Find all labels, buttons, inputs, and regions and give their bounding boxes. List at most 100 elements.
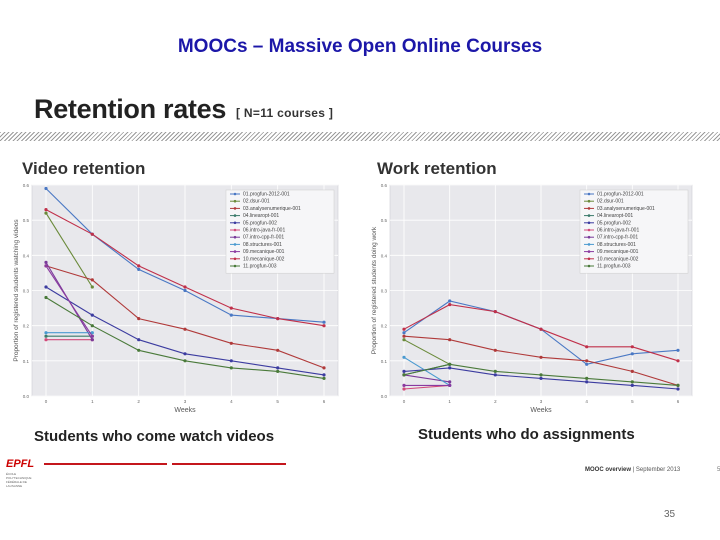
- legend-marker: [233, 228, 237, 232]
- hatched-divider: [0, 132, 720, 141]
- legend-label: 07.intro-cpp-fr-001: [597, 235, 638, 241]
- legend-label: 10.mecanique-002: [243, 256, 285, 262]
- data-point: [90, 278, 94, 282]
- data-point: [229, 341, 233, 345]
- data-point: [276, 317, 280, 321]
- x-tick-label: 0: [45, 399, 48, 404]
- y-tick-label: 0.2: [23, 324, 30, 329]
- legend-box: [225, 189, 335, 274]
- data-point: [322, 376, 326, 380]
- legend-label: 07.intro-cpp-fr-001: [243, 235, 284, 241]
- sample-size-label: [ N=11 courses ]: [236, 106, 334, 120]
- data-point: [448, 338, 452, 342]
- y-tick-label: 0.3: [23, 289, 30, 294]
- data-point: [448, 299, 452, 303]
- legend-label: 01.progfun-2012-001: [243, 192, 290, 198]
- legend-label: 03.analysenumerique-001: [597, 206, 655, 212]
- y-tick-label: 0.3: [381, 289, 388, 294]
- x-tick-label: 5: [631, 399, 634, 404]
- data-point: [44, 331, 48, 335]
- series-line: [403, 356, 450, 386]
- data-point: [585, 359, 589, 363]
- data-point: [276, 369, 280, 373]
- x-tick-label: 6: [677, 399, 680, 404]
- legend-label: 11.progfun-003: [597, 264, 631, 270]
- legend-marker: [233, 214, 237, 217]
- data-point: [276, 366, 280, 370]
- legend-marker: [587, 199, 591, 203]
- data-point: [585, 362, 589, 366]
- y-tick-label: 0.0: [381, 394, 388, 399]
- x-tick-label: 4: [585, 399, 588, 404]
- legend-marker: [587, 228, 591, 232]
- data-point: [539, 373, 543, 377]
- legend-label: 05.progfun-002: [243, 220, 277, 226]
- data-point: [90, 232, 94, 236]
- data-point: [676, 383, 680, 387]
- legend-label: 02.dsur-001: [597, 199, 624, 205]
- series-line: [403, 384, 450, 390]
- data-point: [402, 327, 406, 331]
- y-axis-label: Proportion of registered students doing …: [371, 226, 378, 354]
- data-point: [539, 376, 543, 380]
- data-point: [402, 369, 406, 373]
- slide-title: MOOCs – Massive Open Online Courses: [177, 36, 543, 57]
- legend-label: 08.structures-001: [243, 242, 282, 248]
- series-line: [45, 265, 93, 337]
- legend-marker: [233, 192, 237, 196]
- data-point: [539, 327, 543, 331]
- y-axis-label: Proportion of registered students watchi…: [13, 219, 20, 362]
- legend-label: 06.intro-java-fr-001: [597, 228, 639, 234]
- data-point: [448, 380, 452, 384]
- data-point: [630, 352, 634, 356]
- legend-marker: [587, 235, 591, 239]
- x-tick-label: 2: [494, 399, 497, 404]
- data-point: [137, 348, 141, 352]
- data-point: [44, 208, 48, 212]
- data-point: [322, 366, 326, 370]
- legend-marker: [587, 250, 591, 253]
- y-tick-label: 0.1: [381, 359, 388, 364]
- legend-marker: [233, 250, 237, 253]
- legend-box: [579, 189, 689, 274]
- y-tick-label: 0.2: [381, 324, 388, 329]
- data-point: [676, 387, 680, 391]
- footer-rest: | September 2013: [631, 467, 681, 473]
- work-retention-title: Work retention: [377, 159, 497, 178]
- data-point: [322, 373, 326, 377]
- data-point: [493, 373, 497, 377]
- data-point: [137, 267, 141, 271]
- data-point: [402, 387, 406, 391]
- legend-marker: [587, 207, 591, 210]
- data-point: [183, 288, 187, 293]
- data-point: [402, 355, 406, 359]
- data-point: [183, 352, 187, 356]
- legend-marker: [587, 243, 591, 246]
- data-point: [630, 380, 634, 384]
- data-point: [44, 295, 48, 300]
- data-point: [229, 366, 233, 370]
- video-retention-title: Video retention: [22, 159, 146, 178]
- data-point: [44, 334, 48, 338]
- video-retention-chart: 0.0 0.1 0.2 0.3 0.4 0.5 0.6 0 1 2 3 4 5 6 Weeks Proport…: [13, 183, 339, 414]
- data-point: [322, 320, 326, 324]
- data-point: [44, 211, 48, 215]
- work-caption: Students who do assignments: [418, 426, 635, 443]
- y-tick-label: 0.6: [381, 183, 388, 188]
- legend-label: 06.intro-java-fr-001: [243, 228, 285, 234]
- data-point: [183, 327, 187, 331]
- footer-number: 5: [717, 467, 720, 473]
- legend-marker: [233, 257, 237, 261]
- data-point: [276, 348, 280, 352]
- x-tick-label: 3: [540, 399, 543, 404]
- x-tick-label: 5: [276, 399, 279, 404]
- footer-red-line: [44, 463, 167, 465]
- data-point: [137, 338, 141, 342]
- data-point: [493, 310, 497, 314]
- y-tick-label: 0.5: [23, 218, 30, 223]
- data-point: [630, 369, 634, 373]
- data-point: [448, 366, 452, 370]
- x-axis-label: Weeks: [174, 407, 196, 414]
- data-point: [90, 338, 94, 342]
- data-point: [44, 338, 48, 342]
